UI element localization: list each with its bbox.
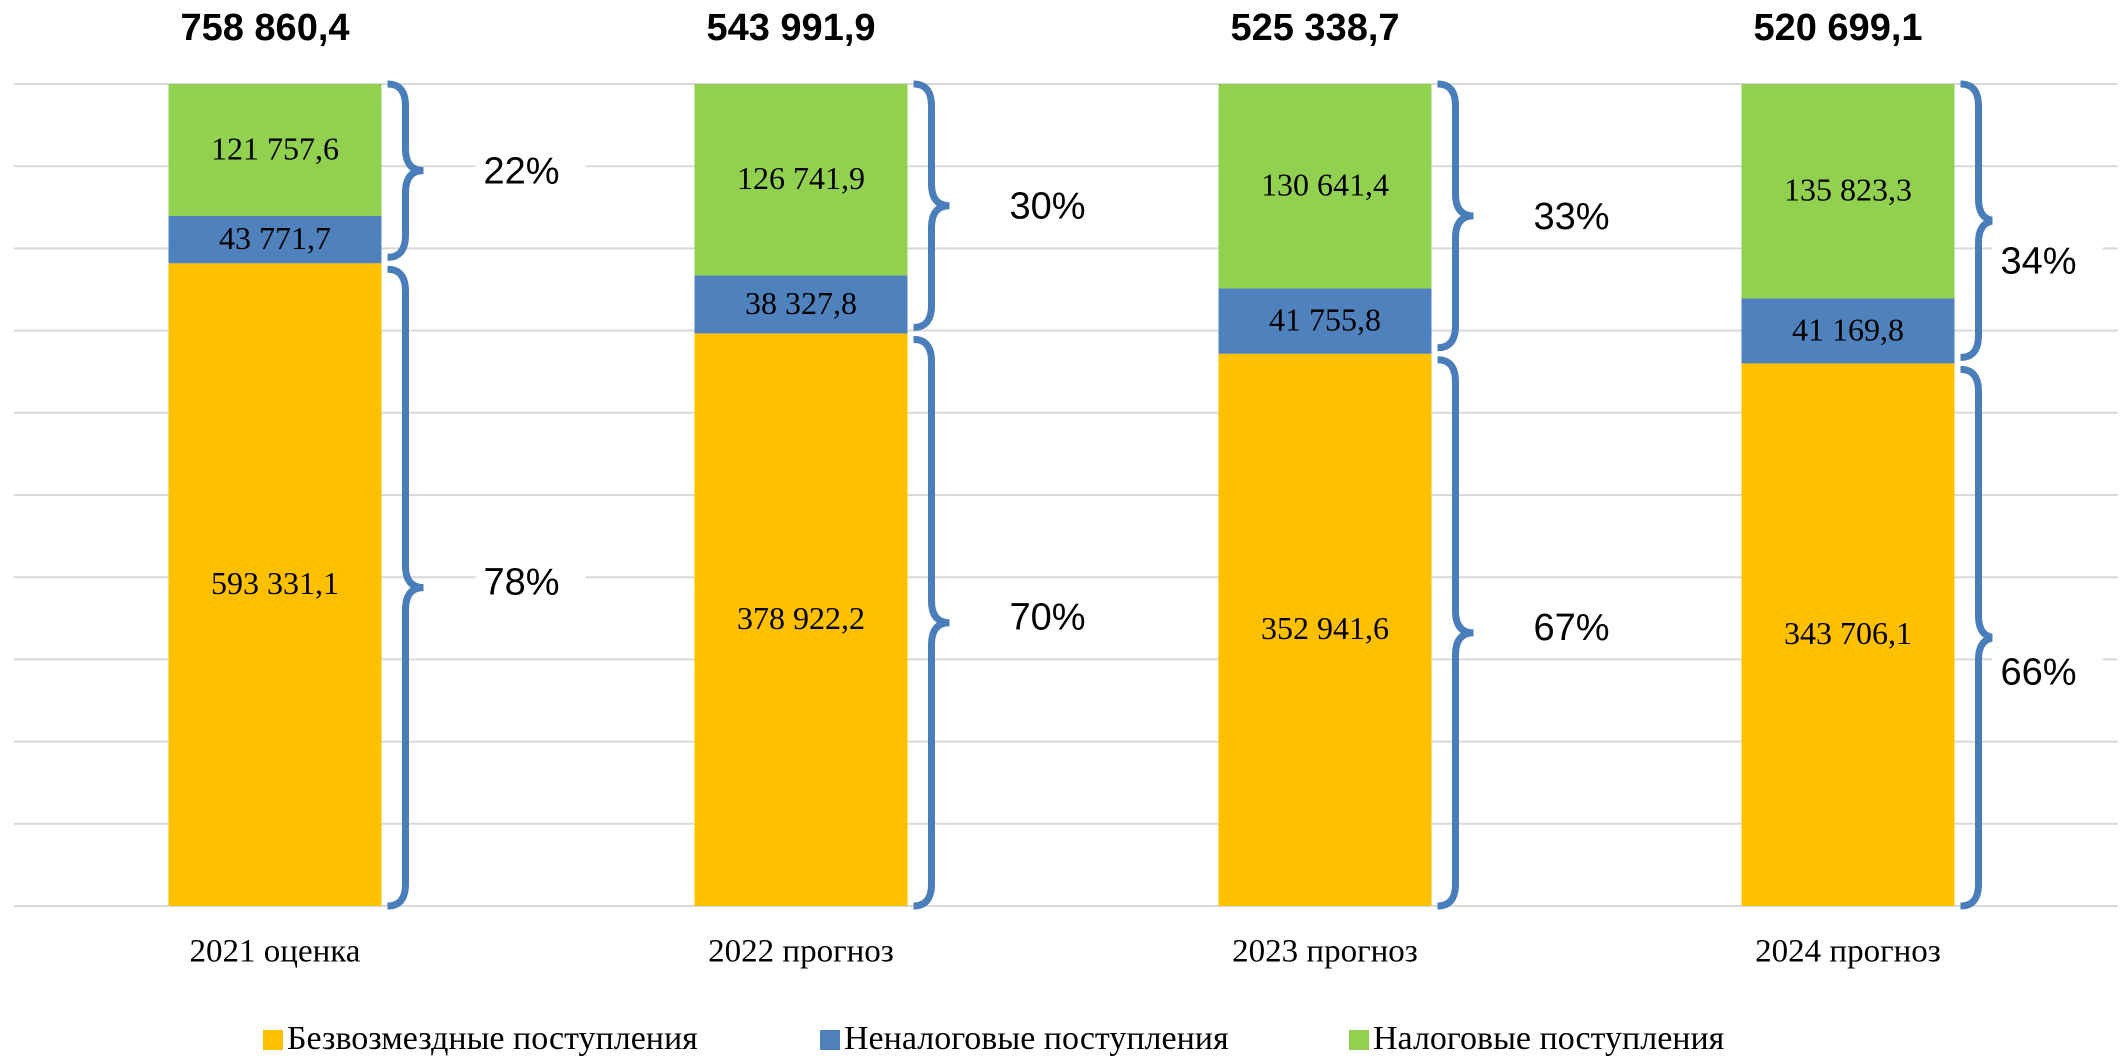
bar-segment — [1218, 353, 1432, 906]
data-label: 43 771,7 — [219, 220, 331, 256]
category-label: 2024 прогноз — [1755, 934, 1941, 970]
category-label: 2023 прогноз — [1232, 934, 1418, 970]
data-label: 343 706,1 — [1784, 615, 1912, 651]
brace — [913, 335, 950, 910]
share-label: 70% — [1010, 597, 1086, 639]
label-background — [1001, 182, 1112, 235]
data-label: 593 331,1 — [211, 565, 339, 601]
category-label: 2021 оценка — [190, 934, 361, 970]
share-label: 22% — [484, 151, 560, 193]
share-label: 33% — [1534, 196, 1610, 238]
share-label: 34% — [2001, 241, 2077, 283]
legend-label: Безвозмездные поступления — [287, 1020, 698, 1057]
category-label: 2022 прогноз — [708, 934, 894, 970]
bar-segment — [694, 333, 908, 906]
brace — [387, 265, 424, 910]
bar-segment — [1741, 84, 1955, 299]
total-label: 758 860,4 — [180, 7, 349, 49]
legend-swatch — [1349, 1030, 1369, 1050]
data-label: 130 641,4 — [1261, 167, 1389, 203]
bar-segment — [1741, 298, 1955, 364]
data-label: 41 169,8 — [1792, 311, 1904, 347]
total-label: 543 991,9 — [706, 7, 875, 49]
label-background — [475, 147, 586, 200]
label-background — [1001, 593, 1112, 646]
data-label: 378 922,2 — [737, 600, 865, 636]
legend-label: Неналоговые поступления — [844, 1020, 1229, 1057]
legend-swatch — [820, 1030, 840, 1050]
total-label: 520 699,1 — [1753, 7, 1922, 49]
label-background — [1992, 608, 2103, 661]
data-label: 352 941,6 — [1261, 610, 1389, 646]
brace — [387, 80, 424, 261]
bar-segment — [1218, 288, 1432, 354]
bar-segment — [168, 215, 382, 264]
brace — [1437, 80, 1474, 352]
label-background — [475, 558, 586, 611]
bar-segment — [694, 84, 908, 276]
legend-label: Налоговые поступления — [1373, 1020, 1725, 1057]
bar-segment — [694, 275, 908, 334]
share-label: 67% — [1534, 607, 1610, 649]
brace — [1437, 356, 1474, 910]
brace — [1960, 365, 1997, 910]
label-background — [1992, 197, 2103, 250]
data-label: 41 755,8 — [1269, 301, 1381, 337]
bar-segment — [1741, 363, 1955, 906]
bar-segment — [168, 84, 382, 216]
data-label: 38 327,8 — [745, 285, 857, 321]
label-background — [1525, 603, 1636, 656]
share-label: 66% — [2001, 652, 2077, 694]
share-label: 78% — [484, 562, 560, 604]
label-background — [1525, 192, 1636, 245]
brace — [913, 80, 950, 331]
legend-swatch — [263, 1030, 283, 1050]
total-label: 525 338,7 — [1230, 7, 1399, 49]
data-label: 126 741,9 — [737, 160, 865, 196]
bar-segment — [1218, 84, 1432, 289]
bar-segment — [168, 263, 382, 906]
share-label: 30% — [1010, 186, 1086, 228]
data-label: 135 823,3 — [1784, 172, 1912, 208]
data-label: 121 757,6 — [211, 130, 339, 166]
brace — [1960, 80, 1997, 361]
